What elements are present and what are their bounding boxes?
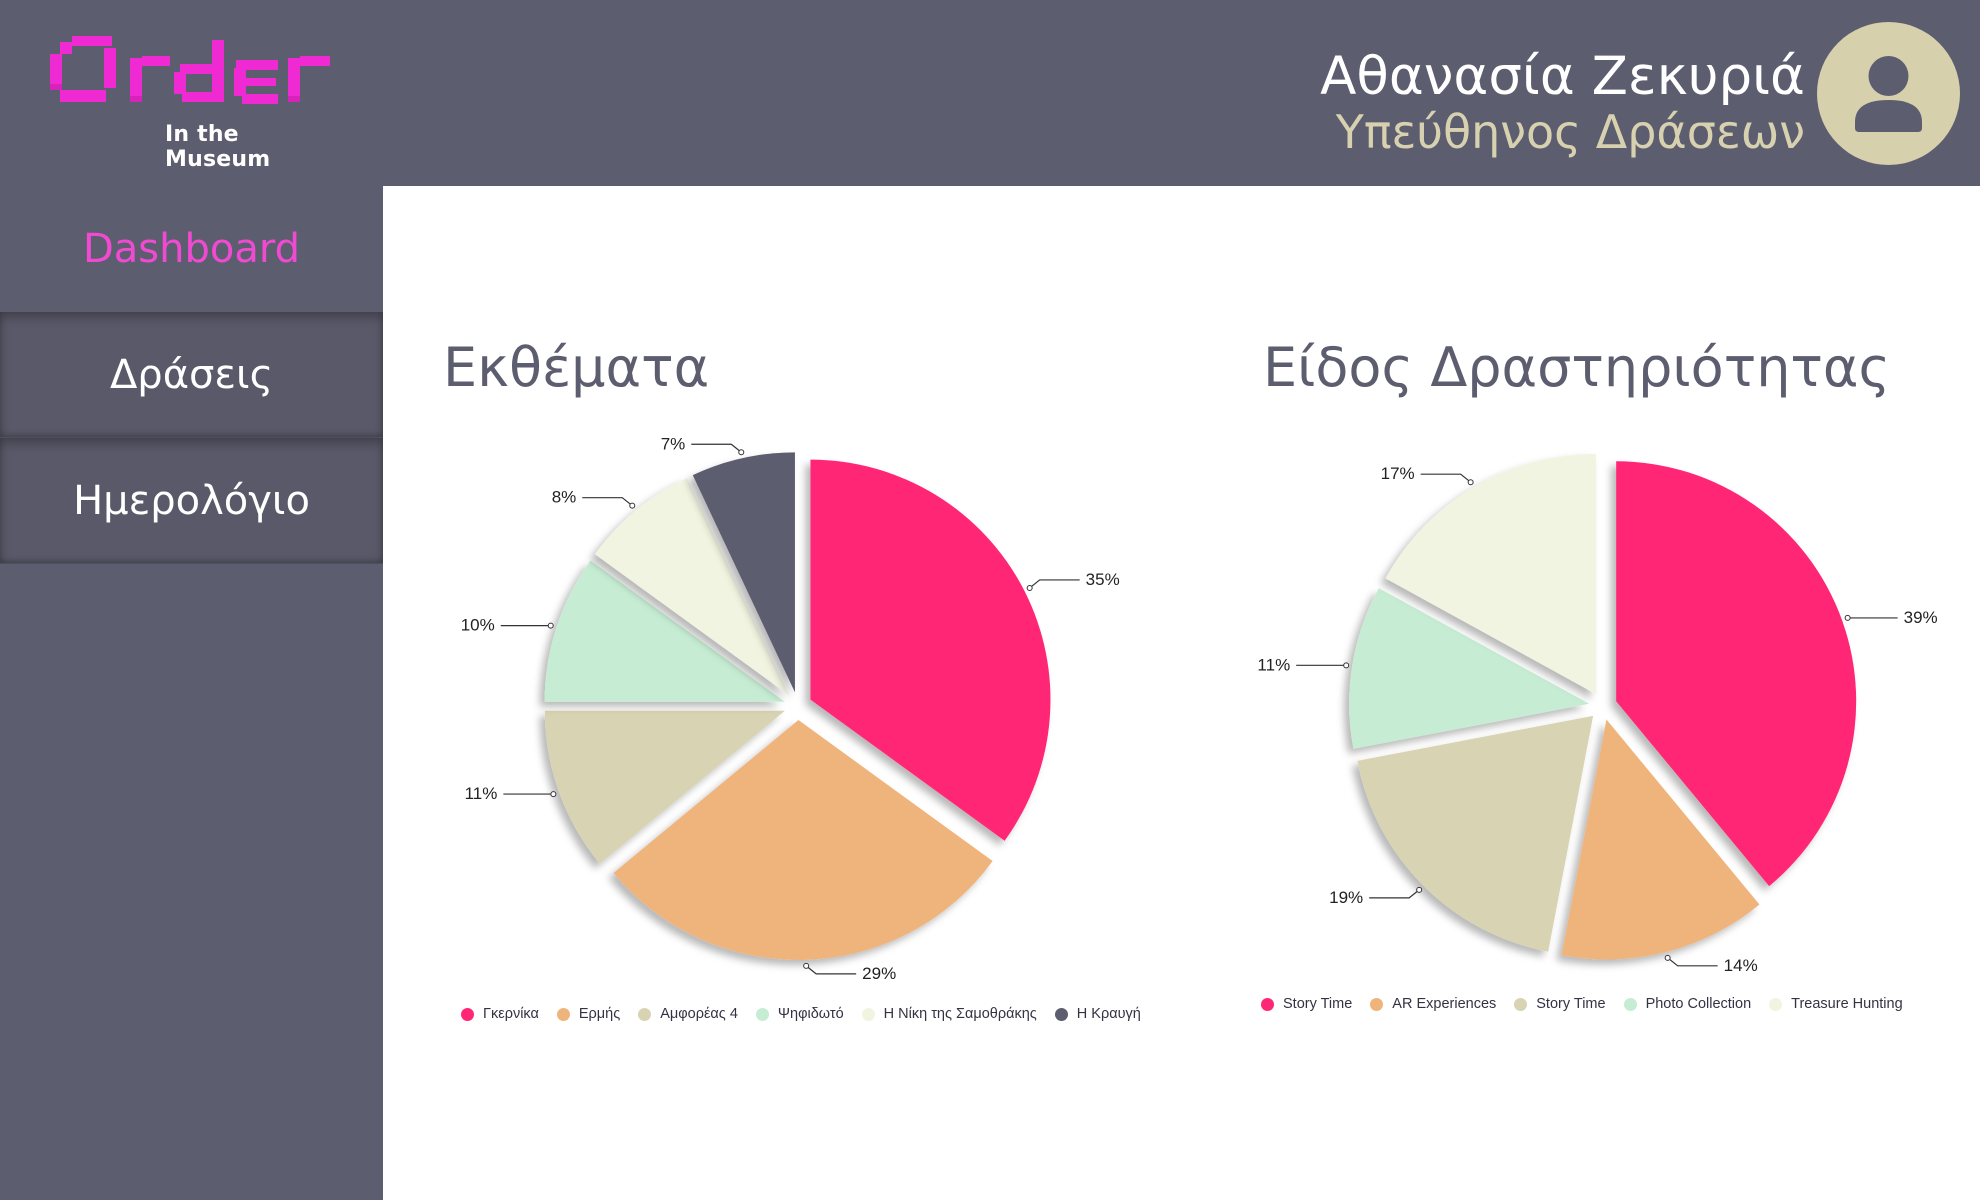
chart2-value-label-4: 17% <box>1381 464 1415 483</box>
chart2-legend-item-0[interactable]: Story Time <box>1261 996 1352 1012</box>
chart2-slice-4[interactable] <box>1385 453 1596 694</box>
chart1-value-label-5: 7% <box>661 434 686 453</box>
chart1-legend-label-2: Αμφορέας 4 <box>660 1006 738 1022</box>
chart1-leader-dot-1 <box>803 962 810 969</box>
chart2-leader-4 <box>1420 473 1472 483</box>
chart2-leader-dot-4 <box>1467 479 1474 486</box>
chart2-slice-1[interactable] <box>1561 719 1760 960</box>
chart1-slice-2[interactable] <box>544 710 785 864</box>
chart2-pie: 39% 14% 19% 11% 17% <box>1257 453 1938 975</box>
chart2-leader-dot-2 <box>1416 886 1423 893</box>
chart2-value-label-0: 39% <box>1904 608 1938 627</box>
chart2-leader-dot-1 <box>1664 954 1671 961</box>
chart1-leader-dot-5 <box>738 449 745 456</box>
chart2-legend-swatch-0 <box>1261 997 1274 1011</box>
chart1-value-label-3: 10% <box>461 616 495 635</box>
user-role: Υπεύθηνος Δράσεων <box>1335 105 1805 159</box>
chart1-slice-5[interactable] <box>692 452 795 693</box>
chart1-value-label-0: 35% <box>1086 570 1120 589</box>
chart1-slice-3[interactable] <box>544 560 785 702</box>
chart1-legend-item-2[interactable]: Αμφορέας 4 <box>638 1006 738 1022</box>
chart2-legend-label-1: AR Experiences <box>1392 996 1497 1012</box>
chart1-pie: 35% 29% 11% 10% 8% 7% <box>461 434 1120 983</box>
chart2-leader-2 <box>1369 889 1420 899</box>
chart1-leader-dot-3 <box>547 622 554 629</box>
chart1-legend-item-0[interactable]: Γκερνίκα <box>461 1006 539 1022</box>
chart1-legend-swatch-1 <box>556 1007 570 1021</box>
chart1-leader-dot-4 <box>629 502 636 509</box>
chart1-slice-4[interactable] <box>594 478 790 696</box>
sidebar: Dashboard Δράσεις Ημερολόγιο <box>0 186 383 1200</box>
chart2-value-label-2: 19% <box>1329 888 1363 907</box>
chart2-legend-swatch-1 <box>1370 997 1384 1011</box>
chart1-legend-label-4: Η Νίκη της Σαμοθράκης <box>883 1006 1037 1022</box>
chart1-value-label-2: 11% <box>465 784 498 803</box>
chart1-legend: Γκερνίκα Ερμής Αμφορέας 4 Ψηφιδωτό Η Νίκη τη… <box>461 1006 1159 1022</box>
user-silhouette-icon <box>1855 56 1922 132</box>
chart1-legend-label-1: Ερμής <box>578 1006 621 1022</box>
chart1-value-label-4: 8% <box>552 488 577 507</box>
chart2-slice-0[interactable] <box>1616 461 1857 887</box>
chart1-leader-0 <box>1029 579 1080 589</box>
avatar[interactable] <box>1817 22 1960 165</box>
chart2-value-label-3: 11% <box>1257 655 1290 674</box>
chart1-value-label-1: 29% <box>862 964 896 983</box>
logo-wordmark <box>50 36 330 104</box>
chart1-leader-dot-0 <box>1026 584 1033 591</box>
chart1-legend-label-5: Η Κραυγή <box>1076 1006 1141 1022</box>
app-logo[interactable]: In the Museum <box>50 34 350 172</box>
dashboard-main: Εκθέματα Είδος Δραστηριότητας 35% 29% 11% 1… <box>383 186 1980 1200</box>
chart1-leader-4 <box>582 497 633 507</box>
chart1-legend-label-0: Γκερνίκα <box>483 1006 539 1022</box>
chart2-slice-3[interactable] <box>1349 588 1590 749</box>
chart1-legend-swatch-4 <box>861 1007 875 1021</box>
chart1-slice-0[interactable] <box>810 459 1051 841</box>
chart2-legend-item-4[interactable]: Treasure Hunting <box>1769 996 1903 1012</box>
chart2-legend-swatch-2 <box>1514 997 1528 1011</box>
chart2-legend-item-3[interactable]: Photo Collection <box>1623 996 1752 1012</box>
chart1-legend-swatch-3 <box>755 1007 769 1021</box>
sidebar-item-dashboard[interactable]: Dashboard <box>82 226 300 272</box>
chart2-legend-label-0: Story Time <box>1283 996 1353 1012</box>
chart2-value-label-1: 14% <box>1724 956 1758 975</box>
chart2-slice-2[interactable] <box>1357 715 1594 952</box>
chart1-leader-1 <box>805 965 857 975</box>
chart1-slice-1[interactable] <box>613 719 993 960</box>
chart1-legend-item-4[interactable]: Η Νίκη της Σαμοθράκης <box>861 1006 1037 1022</box>
chart1-legend-swatch-5 <box>1054 1007 1068 1021</box>
chart1-leader-dot-2 <box>550 791 557 798</box>
sidebar-item-actions[interactable]: Δράσεις <box>0 312 383 438</box>
chart1-legend-item-3[interactable]: Ψηφιδωτό <box>755 1006 844 1022</box>
chart2-leader-1 <box>1667 957 1718 967</box>
charts-canvas: 35% 29% 11% 10% 8% 7% 39% 14% 19% 11% 17% <box>461 434 1938 983</box>
sidebar-item-calendar[interactable]: Ημερολόγιο <box>0 438 383 564</box>
chart2-legend-label-4: Treasure Hunting <box>1791 996 1903 1012</box>
user-info: Αθανασία Ζεκυριά Υπεύθηνος Δράσεων <box>1320 46 1805 159</box>
chart2-legend-swatch-4 <box>1769 997 1783 1011</box>
user-name: Αθανασία Ζεκυριά <box>1320 46 1805 107</box>
chart2-legend-item-2[interactable]: Story Time <box>1514 996 1606 1012</box>
chart2-title: Είδος Δραστηριότητας <box>1263 336 1891 399</box>
chart1-title: Εκθέματα <box>443 336 710 399</box>
chart2-legend-item-1[interactable]: AR Experiences <box>1370 996 1496 1012</box>
chart2-leader-dot-3 <box>1343 662 1350 669</box>
chart1-legend-item-1[interactable]: Ερμής <box>556 1006 621 1022</box>
chart2-legend-label-2: Story Time <box>1536 996 1606 1012</box>
chart2-legend-swatch-3 <box>1623 997 1637 1011</box>
chart2-leader-dot-0 <box>1844 614 1851 621</box>
chart2-legend: Story Time AR Experiences Story Time Photo … <box>1261 996 1921 1012</box>
chart1-leader-5 <box>691 443 742 453</box>
chart1-legend-swatch-0 <box>461 1007 474 1021</box>
chart1-legend-swatch-2 <box>638 1007 652 1021</box>
chart2-legend-label-3: Photo Collection <box>1645 996 1752 1012</box>
chart1-legend-item-5[interactable]: Η Κραυγή <box>1054 1006 1141 1022</box>
chart1-legend-label-3: Ψηφιδωτό <box>777 1006 844 1022</box>
top-header: In the Museum Αθανασία Ζεκυριά Υπεύθηνος… <box>0 0 1980 186</box>
logo-subtitle: In the Museum <box>165 122 271 172</box>
